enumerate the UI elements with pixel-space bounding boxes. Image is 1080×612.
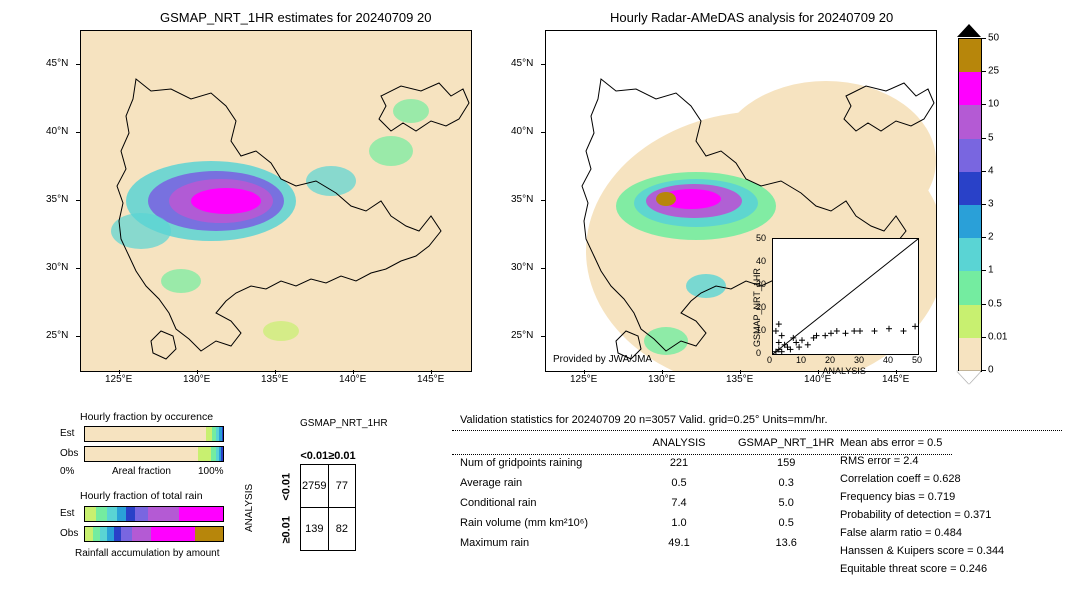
- ft-obs-label: Obs: [60, 528, 78, 539]
- contingency-grid: <0.01≥0.01<0.01275977≥0.0113982: [272, 448, 356, 551]
- colorbar-tick: 2: [988, 232, 994, 243]
- map-left: [80, 30, 472, 372]
- fo-axis-center: Areal fraction: [112, 466, 171, 477]
- y-tick-label: 40°N: [46, 126, 68, 137]
- colorbar-tick: 5: [988, 132, 994, 143]
- colorbar-tick: 50: [988, 33, 999, 44]
- scatter-ylabel: GSMAP_NRT_1HR: [752, 268, 762, 347]
- contingency-col-title: GSMAP_NRT_1HR: [300, 418, 388, 429]
- y-tick-label: 25°N: [46, 330, 68, 341]
- colorbar-over-triangle: [957, 24, 981, 37]
- x-tick-label: 130°E: [648, 374, 675, 385]
- x-tick-label: 130°E: [183, 374, 210, 385]
- validation-table: ANALYSISGSMAP_NRT_1HRNum of gridpoints r…: [452, 432, 842, 554]
- y-tick-label: 35°N: [46, 194, 68, 205]
- y-tick-label: 30°N: [511, 262, 533, 273]
- validation-title: Validation statistics for 20240709 20 n=…: [460, 414, 828, 426]
- y-tick-label: 40°N: [511, 126, 533, 137]
- fo-axis-left: 0%: [60, 466, 74, 477]
- x-tick-label: 140°E: [339, 374, 366, 385]
- x-tick-label: 125°E: [105, 374, 132, 385]
- y-tick-label: 25°N: [511, 330, 533, 341]
- fraction-occurrence-title: Hourly fraction by occurence: [80, 411, 213, 423]
- scatter-xlabel: ANALYSIS: [823, 366, 866, 376]
- figure-canvas: GSMAP_NRT_1HR estimates for 20240709 20 …: [0, 0, 1080, 612]
- y-tick-label: 30°N: [46, 262, 68, 273]
- colorbar-tick: 1: [988, 265, 994, 276]
- colorbar-tick: 25: [988, 66, 999, 77]
- map-right-title: Hourly Radar-AMeDAS analysis for 2024070…: [610, 10, 893, 25]
- ft-bottom-label: Rainfall accumulation by amount: [75, 548, 220, 559]
- ft-obs-bar: [84, 526, 224, 542]
- fo-obs-label: Obs: [60, 448, 78, 459]
- fo-obs-bar: [84, 446, 224, 462]
- ft-est-label: Est: [60, 508, 74, 519]
- provided-by-label: Provided by JWA/JMA: [553, 354, 652, 365]
- y-tick-label: 45°N: [511, 58, 533, 69]
- map-svg: [81, 31, 471, 371]
- colorbar-tick: 4: [988, 165, 994, 176]
- colorbar: [958, 38, 982, 372]
- map-left-title: GSMAP_NRT_1HR estimates for 20240709 20: [160, 10, 431, 25]
- y-tick-label: 35°N: [511, 194, 533, 205]
- fo-axis-right: 100%: [198, 466, 224, 477]
- colorbar-tick: 3: [988, 199, 994, 210]
- x-tick-label: 125°E: [570, 374, 597, 385]
- colorbar-tick: 0.5: [988, 298, 1002, 309]
- colorbar-tick: 0: [988, 365, 994, 376]
- x-tick-label: 135°E: [726, 374, 753, 385]
- fo-est-label: Est: [60, 428, 74, 439]
- contingency-row-title: ANALYSIS: [244, 484, 255, 532]
- ft-est-bar: [84, 506, 224, 522]
- fraction-total-title: Hourly fraction of total rain: [80, 490, 203, 502]
- dotline-1: [452, 430, 1062, 431]
- colorbar-under-triangle: [957, 371, 981, 384]
- fo-est-bar: [84, 426, 224, 442]
- x-tick-label: 145°E: [882, 374, 909, 385]
- y-tick-label: 45°N: [46, 58, 68, 69]
- x-tick-label: 135°E: [261, 374, 288, 385]
- colorbar-tick: 10: [988, 99, 999, 110]
- colorbar-tick: 0.01: [988, 331, 1007, 342]
- x-tick-label: 145°E: [417, 374, 444, 385]
- validation-stats: Mean abs error = 0.5RMS error = 2.4Corre…: [840, 434, 1004, 578]
- scatter-inset: [772, 238, 919, 355]
